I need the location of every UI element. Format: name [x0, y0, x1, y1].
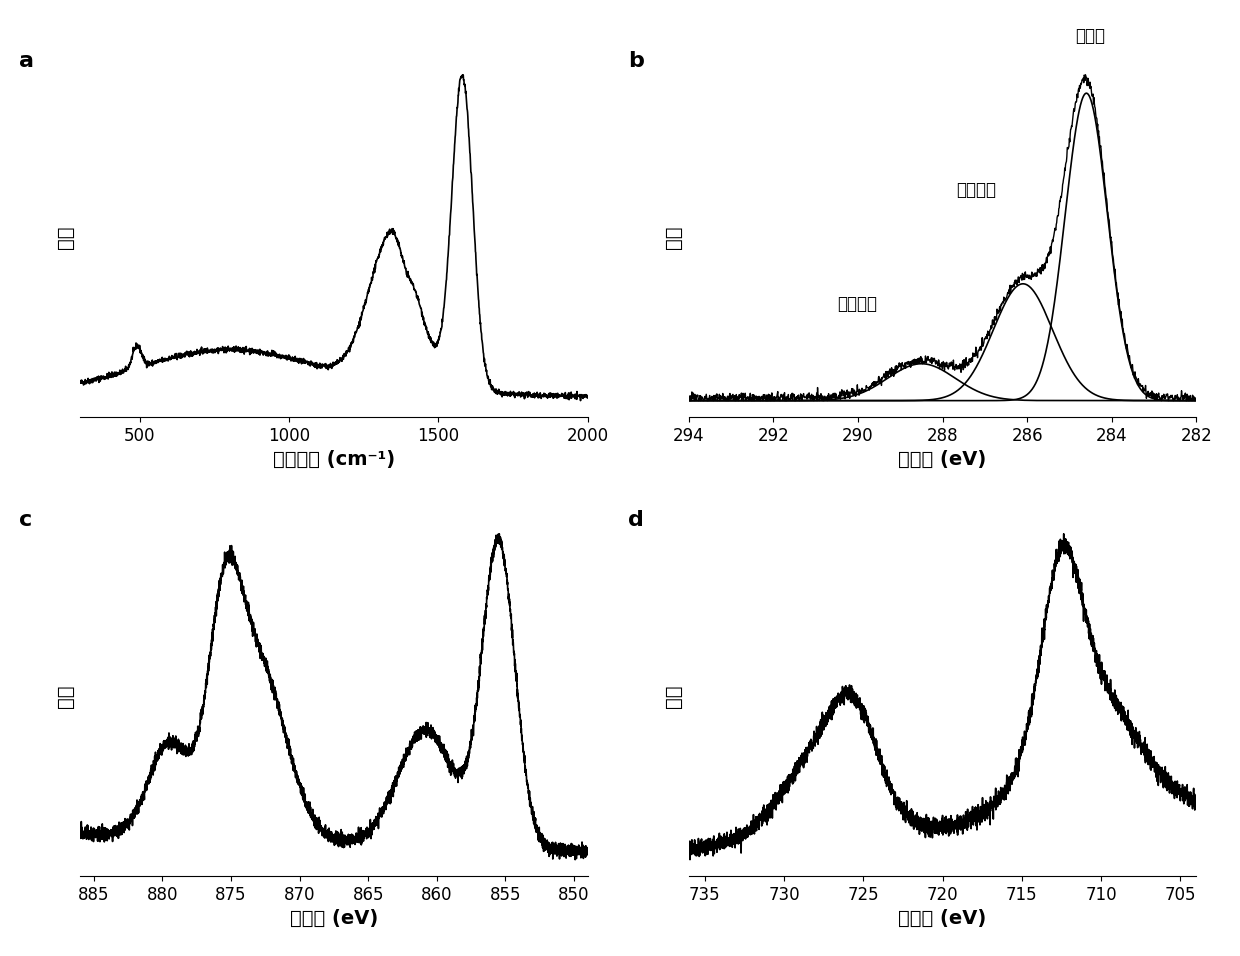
- X-axis label: 结合能 (eV): 结合能 (eV): [899, 450, 987, 469]
- Text: 碳氧双键: 碳氧双键: [837, 295, 877, 314]
- X-axis label: 结合能 (eV): 结合能 (eV): [899, 909, 987, 928]
- Text: b: b: [627, 52, 644, 72]
- Text: 碳碳键: 碳碳键: [1075, 27, 1106, 45]
- Y-axis label: 强度: 强度: [665, 226, 683, 250]
- Y-axis label: 强度: 强度: [56, 685, 74, 708]
- Text: d: d: [627, 511, 644, 531]
- X-axis label: 结合能 (eV): 结合能 (eV): [290, 909, 378, 928]
- X-axis label: 拉曼位移 (cm⁻¹): 拉曼位移 (cm⁻¹): [273, 450, 396, 469]
- Text: a: a: [20, 52, 35, 72]
- Text: c: c: [20, 511, 32, 531]
- Y-axis label: 强度: 强度: [665, 685, 683, 708]
- Y-axis label: 强度: 强度: [56, 226, 74, 250]
- Text: 碳氮单键: 碳氮单键: [956, 181, 997, 199]
